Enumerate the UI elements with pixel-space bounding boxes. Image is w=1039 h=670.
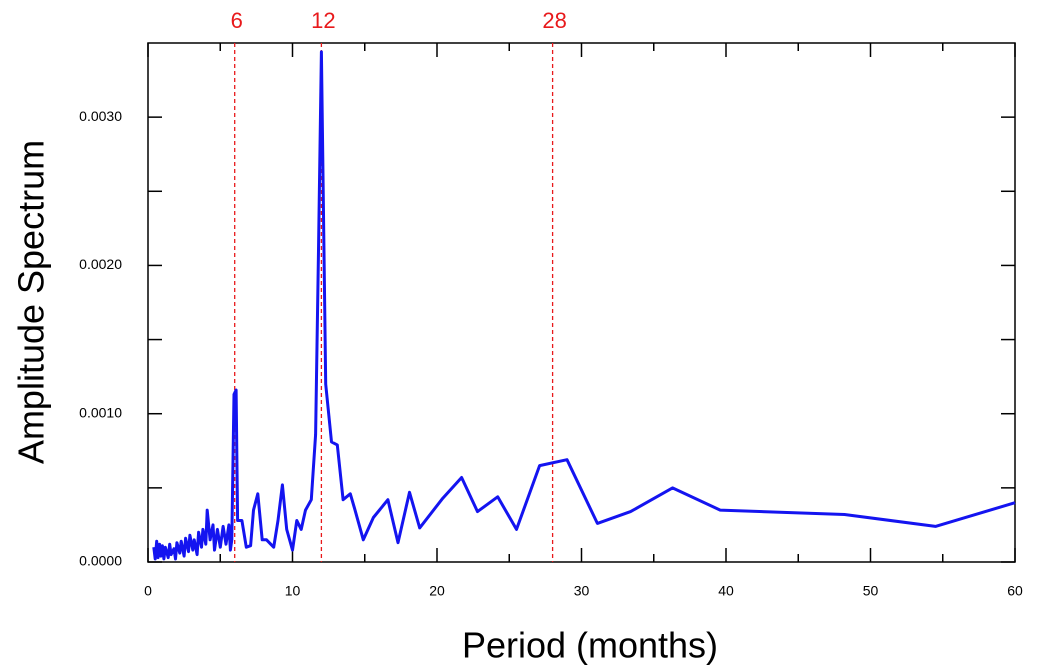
reference-label: 6 [231,8,243,33]
plot-frame [147,42,1016,563]
x-tick-label: 0 [144,583,152,599]
data-line [152,50,1016,561]
y-axis-title: Amplitude Spectrum [11,140,52,464]
x-tick-label: 10 [285,583,301,599]
x-tick-label: 60 [1007,583,1023,599]
reference-label: 12 [311,8,335,33]
y-tick-label: 0.0000 [79,553,122,569]
y-tick-label: 0.0010 [79,404,122,420]
x-tick-label: 20 [429,583,445,599]
x-axis-title: Period (months) [462,625,718,666]
x-tick-label: 40 [718,583,734,599]
x-tick-label: 30 [574,583,590,599]
x-tick-label: 50 [863,583,879,599]
reference-label: 28 [542,8,566,33]
y-tick-label: 0.0030 [79,108,122,124]
y-tick-label: 0.0020 [79,256,122,272]
